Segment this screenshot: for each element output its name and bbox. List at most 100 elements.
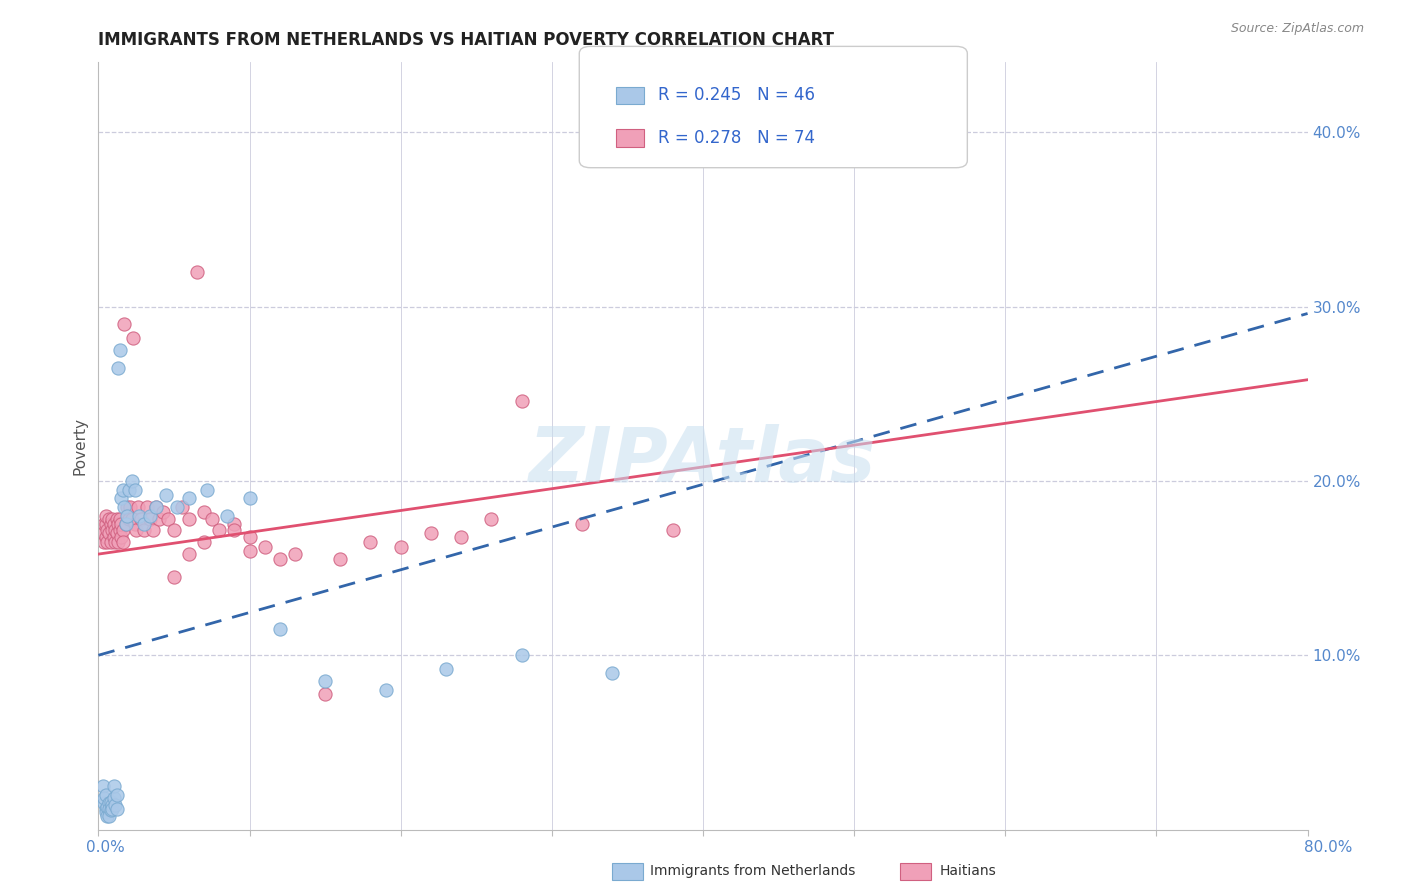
Point: [224, 517, 246, 532]
Point: [107, 517, 129, 532]
Point: [201, 512, 224, 526]
Point: [166, 500, 188, 514]
Point: [195, 483, 218, 497]
Point: [96, 808, 118, 822]
Point: [108, 523, 131, 537]
Point: [101, 802, 124, 816]
Point: [510, 393, 533, 408]
Point: [179, 491, 201, 506]
Point: [100, 804, 122, 818]
Point: [110, 491, 132, 506]
Point: [208, 523, 231, 537]
Point: [193, 505, 215, 519]
Point: [170, 500, 193, 514]
Point: [132, 517, 155, 532]
Point: [132, 523, 155, 537]
Point: [93, 797, 115, 811]
Text: R = 0.245   N = 46: R = 0.245 N = 46: [658, 87, 815, 104]
Point: [100, 795, 122, 809]
Point: [101, 512, 124, 526]
Point: [156, 512, 179, 526]
Point: [163, 570, 186, 584]
Point: [193, 534, 215, 549]
Point: [139, 512, 162, 526]
Point: [100, 534, 122, 549]
Point: [179, 547, 201, 561]
Point: [481, 512, 503, 526]
Point: [101, 523, 124, 537]
Point: [104, 798, 127, 813]
Text: 80.0%: 80.0%: [1305, 840, 1353, 855]
Text: 0.0%: 0.0%: [86, 840, 125, 855]
Point: [112, 317, 135, 331]
Point: [108, 343, 131, 357]
Point: [118, 512, 141, 526]
Point: [91, 526, 114, 541]
Point: [152, 505, 174, 519]
Point: [105, 788, 128, 802]
Point: [122, 331, 145, 345]
Point: [139, 508, 162, 523]
Point: [98, 808, 121, 822]
Point: [420, 526, 443, 541]
Point: [103, 530, 125, 544]
Point: [96, 800, 118, 814]
Point: [145, 500, 167, 514]
Point: [111, 483, 134, 497]
Point: [93, 534, 115, 549]
Point: [186, 265, 208, 279]
Point: [314, 687, 336, 701]
Point: [104, 523, 127, 537]
Point: [94, 508, 117, 523]
Point: [314, 674, 336, 689]
Point: [105, 526, 128, 541]
Point: [101, 798, 124, 813]
Point: [434, 662, 457, 676]
Point: [360, 534, 382, 549]
Point: [128, 508, 150, 523]
Point: [104, 534, 127, 549]
Point: [111, 534, 134, 549]
Point: [135, 500, 157, 514]
Point: [103, 517, 125, 532]
Point: [110, 530, 132, 544]
Point: [661, 523, 683, 537]
Point: [129, 512, 152, 526]
Point: [94, 788, 117, 802]
Point: [284, 547, 307, 561]
Point: [224, 523, 246, 537]
Point: [121, 512, 143, 526]
Point: [111, 523, 134, 537]
Point: [118, 483, 141, 497]
Point: [94, 517, 117, 532]
Point: [253, 540, 276, 554]
Text: IMMIGRANTS FROM NETHERLANDS VS HAITIAN POVERTY CORRELATION CHART: IMMIGRANTS FROM NETHERLANDS VS HAITIAN P…: [98, 31, 834, 49]
Point: [93, 791, 115, 805]
Point: [105, 512, 128, 526]
Text: Source: ZipAtlas.com: Source: ZipAtlas.com: [1230, 22, 1364, 36]
Point: [107, 360, 129, 375]
Point: [239, 530, 262, 544]
Point: [510, 648, 533, 663]
Point: [98, 512, 121, 526]
Point: [100, 517, 122, 532]
Point: [115, 508, 138, 523]
Point: [105, 802, 128, 816]
Point: [163, 523, 186, 537]
Text: ZIPAtlas: ZIPAtlas: [529, 425, 877, 499]
Point: [112, 500, 135, 514]
Y-axis label: Poverty: Poverty: [72, 417, 87, 475]
Point: [124, 517, 146, 532]
Point: [239, 491, 262, 506]
Point: [98, 526, 121, 541]
Point: [96, 523, 118, 537]
Point: [115, 500, 138, 514]
Point: [145, 500, 167, 514]
Point: [148, 512, 170, 526]
Point: [114, 517, 136, 532]
Point: [94, 530, 117, 544]
Point: [93, 517, 115, 532]
Point: [142, 523, 165, 537]
Point: [121, 474, 143, 488]
Point: [374, 683, 396, 698]
